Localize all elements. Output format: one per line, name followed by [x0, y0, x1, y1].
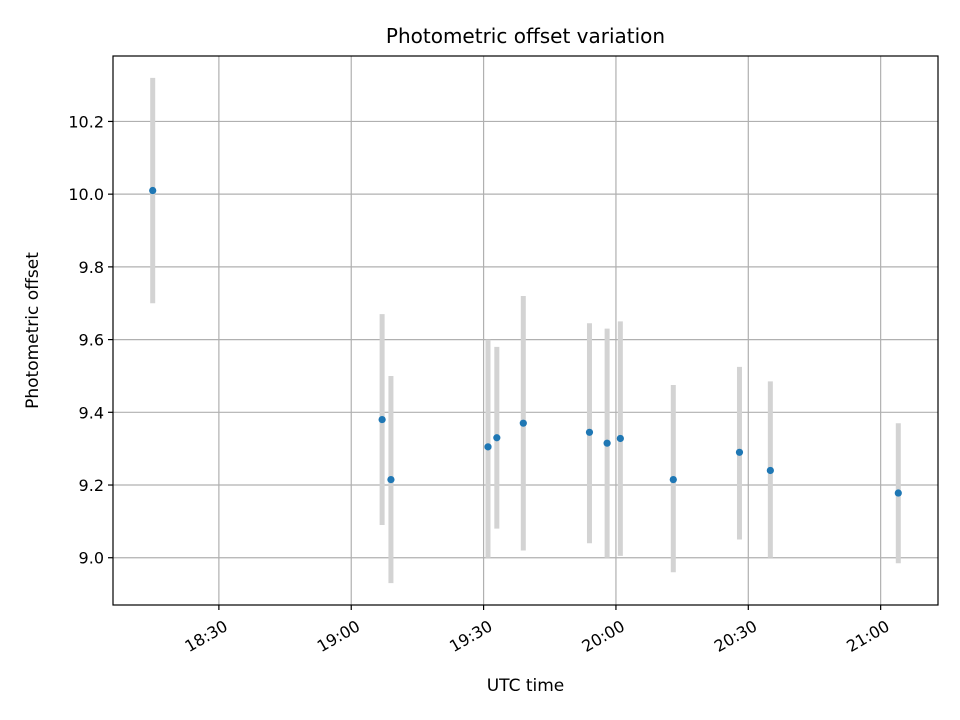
data-point: [669, 475, 677, 484]
data-point: [616, 434, 624, 443]
x-axis-title: UTC time: [487, 676, 565, 696]
data-point: [766, 466, 774, 475]
plot-frame: [112, 55, 939, 606]
y-tick-label: 9.2: [79, 476, 104, 495]
y-tick-label: 9.0: [79, 549, 104, 568]
y-tick-label: 9.4: [79, 403, 104, 422]
data-point: [484, 443, 492, 451]
y-axis-title: Photometric offset: [23, 252, 43, 409]
data-point: [519, 419, 527, 427]
data-point: [378, 415, 386, 424]
data-point: [894, 489, 902, 497]
data-point: [149, 186, 157, 195]
y-tick-label: 10.0: [68, 185, 104, 204]
y-tick-label: 9.6: [79, 331, 104, 350]
data-point: [603, 439, 611, 447]
data-point: [493, 434, 501, 442]
chart-title: Photometric offset variation: [386, 24, 665, 48]
marker-layer: [149, 186, 902, 497]
y-tick-label: 10.2: [68, 112, 104, 131]
data-point: [585, 428, 594, 436]
data-point: [387, 475, 395, 484]
y-tick-label: 9.8: [79, 258, 104, 277]
data-point: [735, 448, 744, 456]
